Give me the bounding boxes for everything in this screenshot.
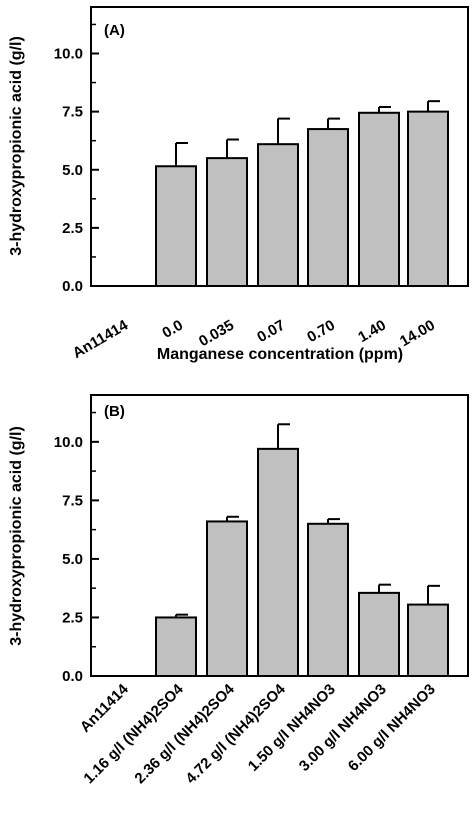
x-tick-label: 2.36 g/l (NH4)2SO4	[131, 680, 238, 787]
bar	[155, 616, 197, 677]
bar	[407, 110, 449, 287]
y-tick-label: 2.5	[62, 220, 83, 237]
bar	[358, 591, 400, 678]
y-tick-label: 2.5	[62, 609, 83, 626]
x-tick-label: 1.50 g/l NH4NO3	[245, 681, 339, 775]
y-tick-label: 7.5	[62, 104, 83, 121]
x-axis-title: Manganese concentration (ppm)	[157, 346, 403, 363]
bar	[257, 143, 299, 287]
x-tick-label: 1.40	[355, 317, 389, 346]
panel-label: (A)	[104, 22, 125, 39]
x-tick-label: 0.70	[304, 317, 338, 346]
x-tick-label: 14.00	[397, 317, 438, 350]
bar	[155, 165, 197, 287]
y-axis-title: 3-hydroxypropionic acid (g/l)	[8, 36, 25, 256]
chart-panel-b: (B) 3-hydroxypropionic acid (g/l) 0.0 2.5…	[8, 394, 469, 787]
y-tick-label: 10.0	[54, 434, 83, 451]
y-tick-label: 0.0	[62, 668, 83, 685]
x-tick-label: An11414	[77, 680, 133, 736]
y-tick-label: 0.0	[62, 278, 83, 295]
bar	[206, 157, 248, 287]
bar-series	[155, 423, 449, 678]
bar	[358, 111, 400, 287]
panel-label: (B)	[104, 403, 125, 420]
bar	[407, 603, 449, 677]
y-tick-label: 7.5	[62, 492, 83, 509]
bar	[307, 522, 349, 678]
bar	[307, 128, 349, 287]
chart-panel-a: (A) 3-hydroxypropionic acid (g/l) Mangan…	[8, 6, 469, 363]
x-tick-label: An11414	[70, 316, 132, 361]
x-tick-label: 0.0	[159, 317, 186, 342]
bar	[206, 520, 248, 678]
x-tick-label: 6.00 g/l NH4NO3	[345, 681, 439, 775]
y-axis-ticks: 0.0 2.5 5.0 7.5 10.0	[54, 23, 99, 295]
x-tick-label: 1.16 g/l (NH4)2SO4	[80, 680, 187, 787]
y-axis-title: 3-hydroxypropionic acid (g/l)	[8, 426, 25, 646]
y-tick-label: 5.0	[62, 162, 83, 179]
y-axis-ticks: 0.0 2.5 5.0 7.5 10.0	[54, 411, 99, 685]
x-tick-label: 3.00 g/l NH4NO3	[296, 681, 390, 775]
y-tick-label: 10.0	[54, 46, 83, 63]
bar	[257, 447, 299, 677]
bar-series	[155, 100, 449, 287]
y-tick-label: 5.0	[62, 551, 83, 568]
x-tick-label: 0.07	[254, 317, 288, 346]
